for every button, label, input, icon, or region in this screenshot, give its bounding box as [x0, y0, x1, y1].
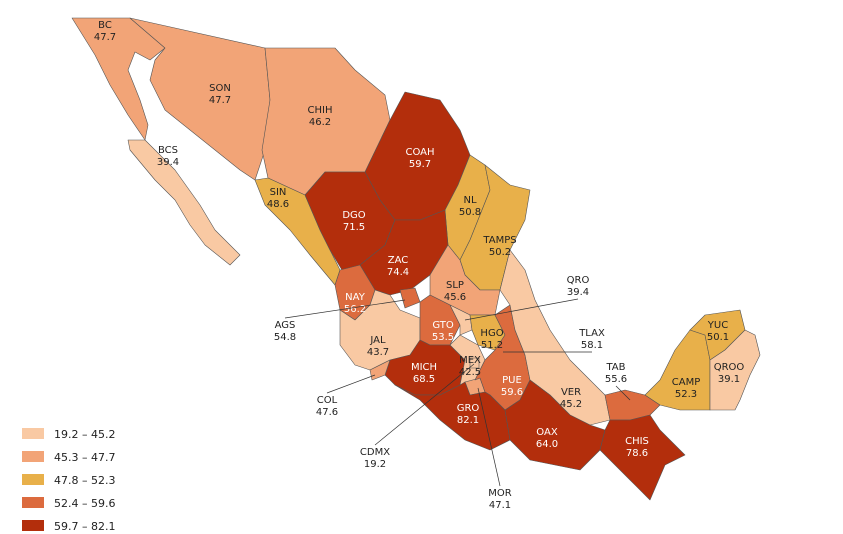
state-value: 55.6 [605, 374, 627, 385]
state-value: 43.7 [367, 347, 389, 358]
state-abbr: NL [463, 195, 476, 206]
state-value: 47.7 [94, 32, 116, 43]
state-value: 50.2 [489, 247, 511, 258]
state-value: 53.5 [432, 332, 454, 343]
legend-swatch [22, 451, 44, 462]
state-abbr: TAB [605, 362, 625, 373]
state-value: 68.5 [413, 374, 435, 385]
state-value: 50.8 [459, 207, 481, 218]
legend-label: 47.8 – 52.3 [54, 474, 115, 487]
state-value: 51.2 [481, 340, 503, 351]
state-abbr: PUE [502, 375, 522, 386]
legend-label: 52.4 – 59.6 [54, 497, 115, 510]
leader-line [326, 374, 376, 394]
state-value: 78.6 [626, 448, 648, 459]
state-abbr: AGS [275, 320, 296, 331]
state-abbr: VER [561, 387, 581, 398]
state-value: 54.8 [274, 332, 296, 343]
state-abbr: GTO [432, 320, 454, 331]
state-abbr: CHIS [625, 436, 649, 447]
state-value: 59.6 [501, 387, 523, 398]
legend-label: 59.7 – 82.1 [54, 520, 115, 533]
state-abbr: YUC [707, 320, 728, 331]
state-abbr: DGO [342, 210, 365, 221]
state-labels: BC47.7SON47.7CHIH46.2BCS39.4COAH59.7SIN4… [94, 20, 745, 511]
state-abbr: MICH [411, 362, 437, 373]
state-value: 47.1 [489, 500, 511, 511]
state-abbr: JAL [369, 335, 386, 346]
state-abbr: HGO [480, 328, 503, 339]
state-value: 45.6 [444, 292, 466, 303]
state-value: 74.4 [387, 267, 409, 278]
state-abbr: COAH [405, 147, 434, 158]
states [71, 17, 761, 501]
state-abbr: QROO [714, 362, 745, 373]
state-value: 56.2 [344, 304, 366, 315]
state [399, 287, 421, 309]
state-abbr: SON [209, 83, 231, 94]
state-value: 42.5 [459, 367, 481, 378]
state-abbr: SLP [446, 280, 464, 291]
state-abbr: OAX [536, 427, 558, 438]
state-value: 47.7 [209, 95, 231, 106]
state-abbr: NAY [345, 292, 366, 303]
state-abbr: COL [317, 395, 338, 406]
legend-label: 19.2 – 45.2 [54, 428, 115, 441]
state-value: 39.4 [157, 157, 179, 168]
state-abbr: TAMPS [482, 235, 516, 246]
state-value: 82.1 [457, 415, 479, 426]
state-abbr: CHIH [308, 105, 333, 116]
leader-line [615, 385, 631, 401]
state-value: 39.4 [567, 287, 589, 298]
state-value: 50.1 [707, 332, 729, 343]
legend-swatch [22, 428, 44, 439]
state-abbr: ZAC [388, 255, 409, 266]
state-abbr: CDMX [360, 447, 390, 458]
state-abbr: CAMP [672, 377, 700, 388]
state-value: 19.2 [364, 459, 386, 470]
state-abbr: QRO [567, 275, 590, 286]
state-value: 58.1 [581, 340, 603, 351]
leader-line [477, 387, 501, 487]
state-value: 47.6 [316, 407, 338, 418]
leader-line [464, 298, 579, 321]
leader-line [284, 299, 406, 319]
legend-swatch [22, 474, 44, 485]
leader-line [374, 363, 475, 446]
state-value: 71.5 [343, 222, 365, 233]
legend-label: 45.3 – 47.7 [54, 451, 115, 464]
legend-swatch [22, 497, 44, 508]
state-abbr: SIN [270, 187, 287, 198]
state [449, 304, 473, 336]
state-abbr: MOR [488, 488, 511, 499]
state-value: 52.3 [675, 389, 697, 400]
state-value: 45.2 [560, 399, 582, 410]
legend-swatch [22, 520, 44, 531]
state-value: 46.2 [309, 117, 331, 128]
state-abbr: GRO [457, 403, 480, 414]
state-value: 64.0 [536, 439, 558, 450]
state [394, 381, 511, 451]
state-value: 39.1 [718, 374, 740, 385]
state-abbr: TLAX [578, 328, 605, 339]
state-abbr: BCS [158, 145, 178, 156]
state-abbr: MEX [459, 355, 481, 366]
state [709, 329, 761, 411]
state [127, 139, 241, 266]
state [599, 414, 686, 501]
legend: 19.2 – 45.2 45.3 – 47.7 47.8 – 52.3 52.4 – … [22, 428, 115, 533]
state-value: 59.7 [409, 159, 431, 170]
state-abbr: BC [98, 20, 112, 31]
state-value: 48.6 [267, 199, 289, 210]
